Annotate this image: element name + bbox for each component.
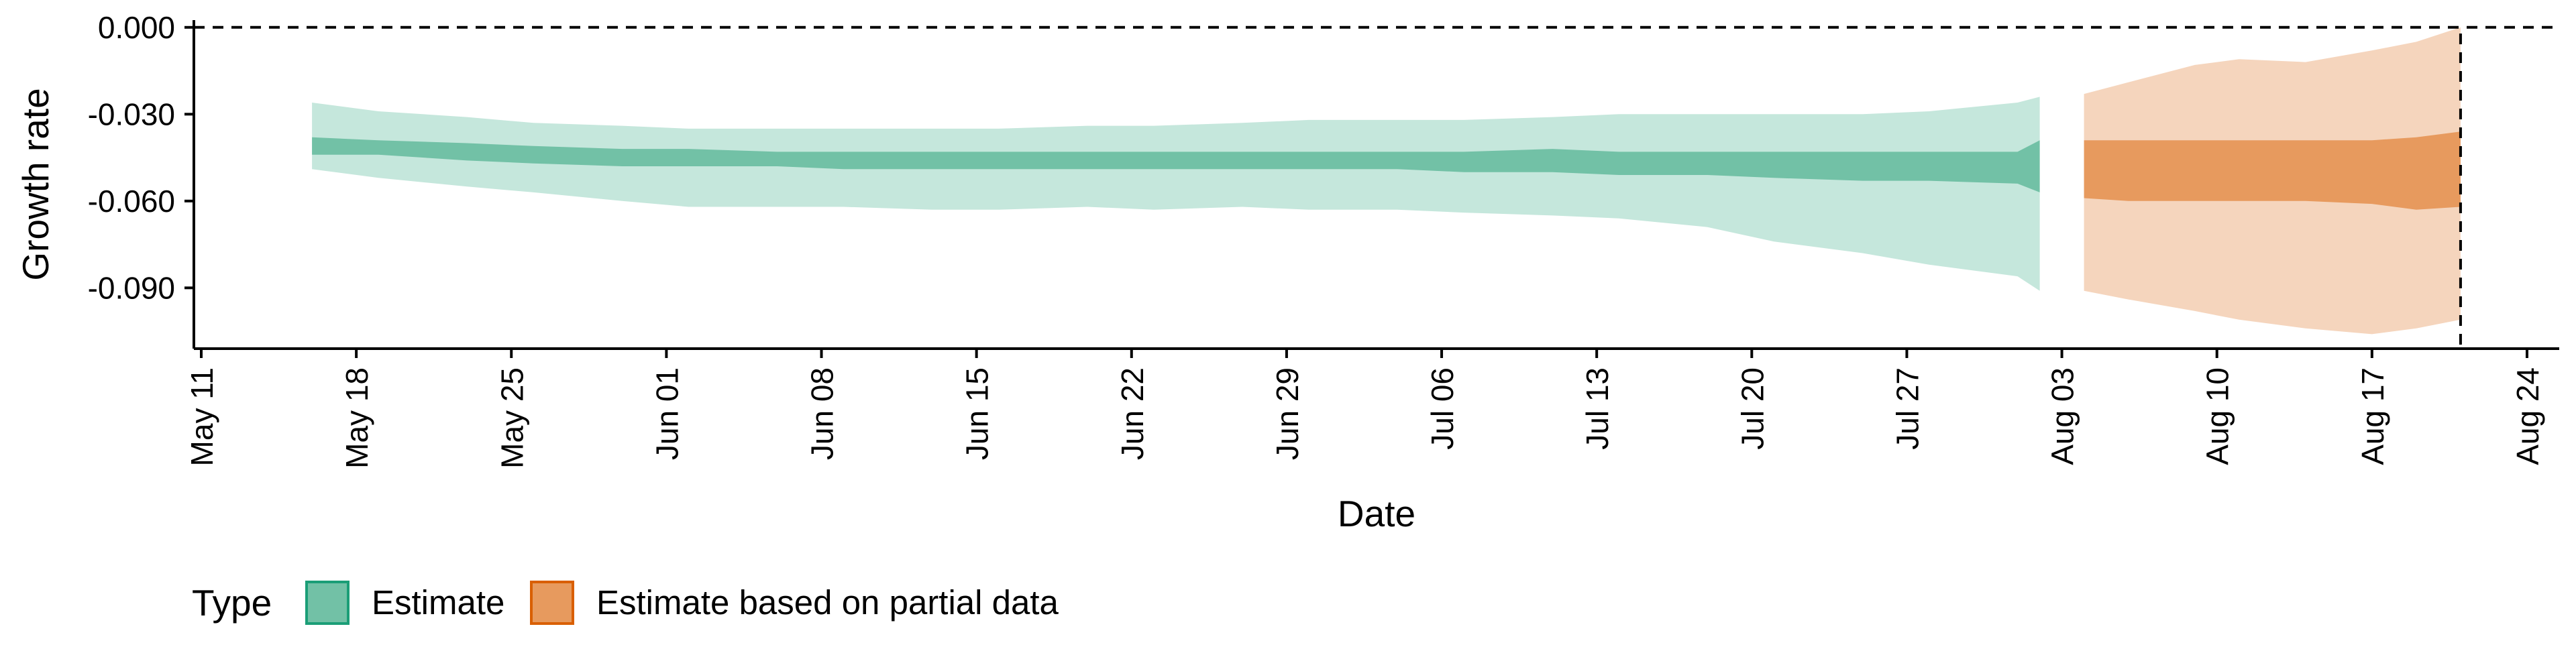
- band-50-estimate: [312, 137, 2040, 192]
- legend-swatch-partial: [530, 581, 574, 625]
- x-tick-label: Jun 15: [960, 367, 995, 460]
- x-tick-label: May 25: [494, 367, 529, 469]
- legend-label-partial: Estimate based on partial data: [596, 583, 1059, 622]
- band-90-estimate: [312, 97, 2040, 291]
- x-tick-label: Jul 20: [1735, 367, 1770, 450]
- legend: Type Estimate Estimate based on partial …: [192, 581, 1059, 625]
- y-tick-label: 0.000: [98, 10, 175, 45]
- legend-title: Type: [192, 582, 272, 624]
- x-tick-label: Jun 22: [1115, 367, 1150, 460]
- x-tick-label: Aug 10: [2200, 367, 2235, 465]
- x-tick-label: Aug 24: [2510, 367, 2545, 465]
- x-tick-label: Jul 06: [1425, 367, 1460, 450]
- x-axis-ticks: May 11 May 18 May 25 Jun 01 Jun 08 Jun 15 Jun …: [184, 349, 2545, 469]
- x-tick-label: May 18: [339, 367, 374, 469]
- x-tick-label: May 11: [184, 367, 219, 466]
- x-tick-label: Jul 13: [1580, 367, 1615, 450]
- x-tick-label: Jul 27: [1890, 367, 1925, 450]
- y-tick-label: -0.090: [88, 270, 175, 305]
- ribbon-bands: [312, 27, 2461, 335]
- band-50-partial: [2084, 131, 2461, 210]
- x-tick-label: Jun 08: [805, 367, 840, 460]
- x-tick-label: Aug 17: [2355, 367, 2390, 465]
- x-axis-title: Date: [1338, 493, 1415, 534]
- reference-lines: [194, 25, 2559, 349]
- y-axis-ticks: 0.000 -0.030 -0.060 -0.090: [88, 10, 194, 305]
- legend-label-estimate: Estimate: [372, 583, 504, 622]
- x-tick-label: Jun 01: [649, 367, 684, 460]
- x-tick-label: Jun 29: [1270, 367, 1305, 460]
- x-tick-label: Aug 03: [2045, 367, 2080, 465]
- y-tick-label: -0.060: [88, 184, 175, 219]
- legend-swatch-estimate: [305, 581, 350, 625]
- y-axis-title: Growth rate: [15, 88, 56, 280]
- y-tick-label: -0.030: [88, 97, 175, 131]
